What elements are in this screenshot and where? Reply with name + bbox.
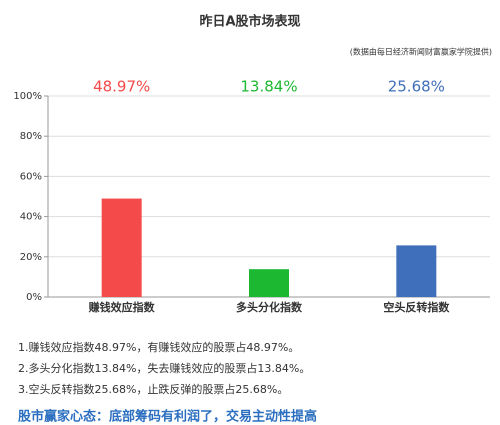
note: 3.空头反转指数25.68%，止跌反弹的股票占25.68%。 (18, 382, 288, 396)
value-label: 13.84% (240, 78, 297, 96)
x-tick-label: 空头反转指数 (383, 300, 450, 314)
y-tick-label: 0% (26, 292, 42, 303)
chart-title: 昨日A股市场表现 (199, 14, 300, 30)
x-tick-label: 多头分化指数 (236, 300, 303, 314)
bar (396, 245, 437, 297)
footer: 股市赢家心态：底部筹码有利润了，交易主动性提高 (18, 409, 317, 425)
y-tick-label: 40% (20, 212, 42, 223)
y-tick-label: 100% (13, 91, 42, 102)
bar (249, 269, 289, 297)
chart-subtitle: (数据由每日经济新闻财富赢家学院提供) (350, 47, 492, 57)
note: 2.多头分化指数13.84%，失去赚钱效应的股票占13.84%。 (18, 361, 310, 375)
y-tick-label: 20% (20, 252, 42, 263)
y-tick-label: 60% (20, 171, 42, 182)
y-tick-label: 80% (20, 131, 42, 142)
value-label: 48.97% (93, 78, 150, 96)
value-label: 25.68% (388, 78, 445, 96)
bar (101, 198, 142, 297)
x-tick-label: 赚钱效应指数 (88, 300, 156, 314)
note: 1.赚钱效应指数48.97%，有赚钱效应的股票占48.97%。 (18, 340, 299, 354)
